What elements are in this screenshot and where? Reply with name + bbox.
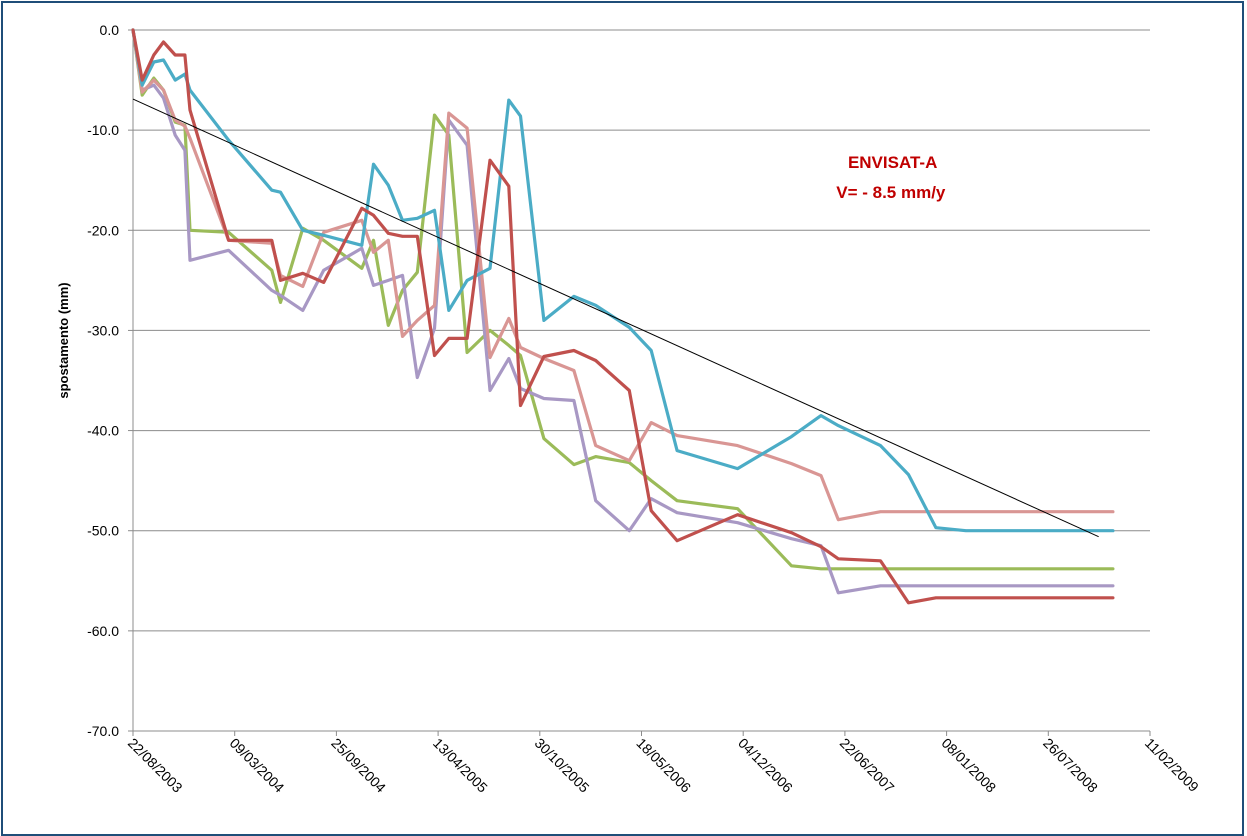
- x-tick-label: 22/06/2007: [837, 735, 898, 796]
- y-axis-label: spostamento (mm): [56, 282, 71, 398]
- series-line-4: [131, 28, 1115, 595]
- x-tick-label: 18/05/2006: [633, 735, 694, 796]
- trend-line-segment: [132, 98, 1099, 538]
- y-tick-label: -40.0: [87, 423, 119, 439]
- x-tick-label: 13/04/2005: [430, 735, 491, 796]
- x-tick-label: 26/07/2008: [1040, 735, 1101, 796]
- x-tick-label: 08/01/2008: [938, 735, 999, 796]
- y-tick-labels: 0.0 -10.0 -20.0 -30.0 -40.0 -50.0 -60.0 -70.0: [87, 22, 119, 739]
- trend-line: [132, 98, 1099, 538]
- y-tick-label: 0.0: [100, 22, 120, 38]
- axes: [128, 29, 1151, 736]
- x-tick-label: 04/12/2006: [735, 735, 796, 796]
- y-tick-label: -60.0: [87, 623, 119, 639]
- y-tick-label: -10.0: [87, 122, 119, 138]
- x-tick-label: 30/10/2005: [532, 735, 593, 796]
- x-tick-labels: 22/08/2003 09/03/2004 25/09/2004 13/04/2005…: [125, 735, 1202, 796]
- x-tick-label: 25/09/2004: [328, 735, 389, 796]
- y-tick-label: -70.0: [87, 723, 119, 739]
- gridlines: [133, 29, 1150, 632]
- y-tick-label: -50.0: [87, 523, 119, 539]
- y-tick-label: -30.0: [87, 322, 119, 338]
- x-tick-label: 09/03/2004: [227, 735, 288, 796]
- series-line-1: [131, 28, 1115, 605]
- series-line-3: [131, 28, 1115, 571]
- x-tick-label: 11/02/2009: [1142, 735, 1202, 795]
- y-tick-label: -20.0: [87, 222, 119, 238]
- annotation-satellite: ENVISAT-A: [848, 153, 937, 172]
- annotation-velocity: V= - 8.5 mm/y: [836, 183, 946, 202]
- x-tick-label: 22/08/2003: [125, 735, 186, 796]
- series-line-0: [131, 28, 1115, 533]
- series-lines: [131, 28, 1115, 605]
